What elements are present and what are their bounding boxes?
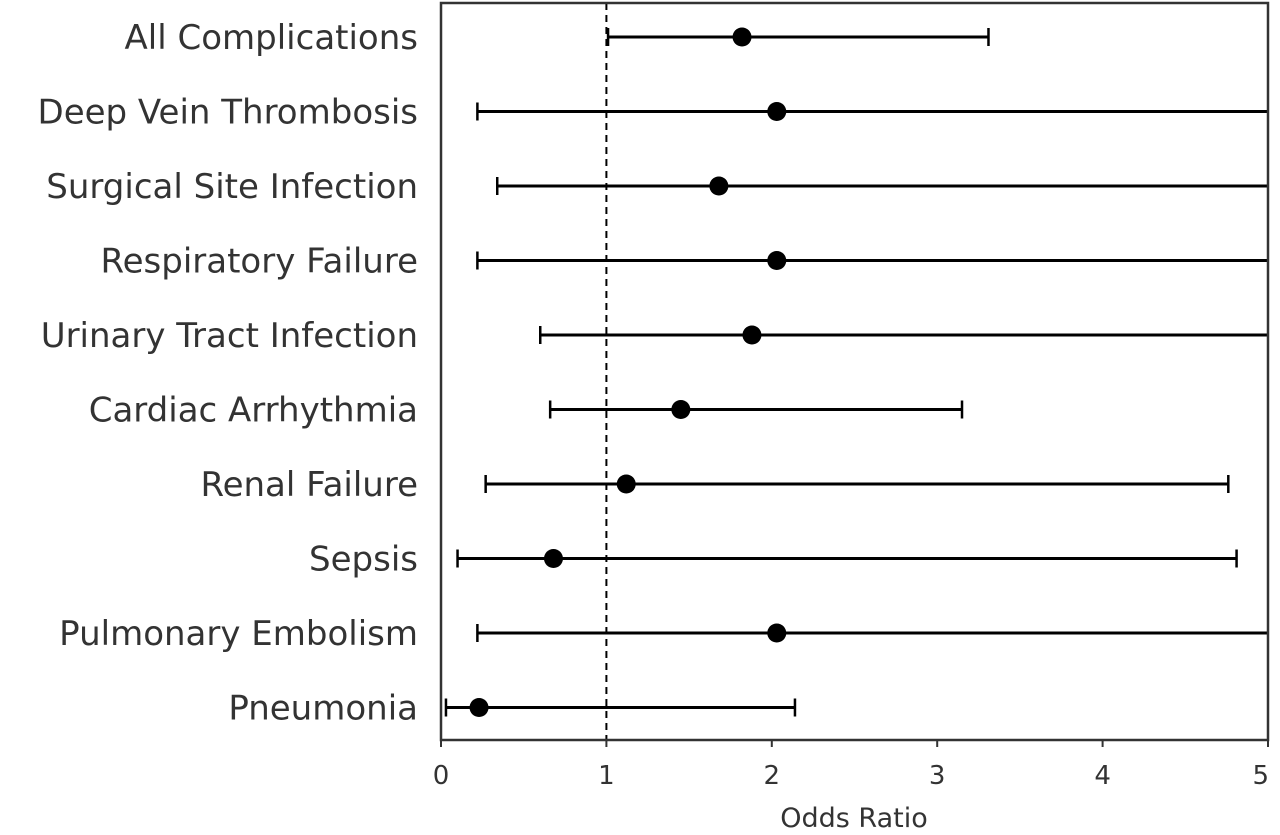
category-label: Urinary Tract Infection xyxy=(41,316,418,356)
x-axis-title: Odds Ratio xyxy=(780,803,928,831)
ci-layer xyxy=(444,28,1268,717)
category-label: Surgical Site Infection xyxy=(46,167,418,207)
odds-ratio-point xyxy=(767,623,787,643)
odds-ratio-point xyxy=(742,325,762,345)
x-tick-label: 1 xyxy=(598,761,615,791)
odds-ratio-point xyxy=(732,27,752,47)
category-label: Pneumonia xyxy=(228,689,418,729)
odds-ratio-point xyxy=(767,251,787,270)
x-tick-label: 3 xyxy=(929,761,946,791)
odds-ratio-point xyxy=(709,176,729,196)
odds-ratio-point xyxy=(469,698,489,717)
plot-frame xyxy=(439,1,1270,742)
plot-frame-layer xyxy=(439,1,1270,742)
category-label: Pulmonary Embolism xyxy=(59,614,418,654)
points-layer xyxy=(469,27,787,717)
x-tick-label: 0 xyxy=(433,761,450,791)
category-labels-layer: All Complications Deep Vein Thrombosis Sur… xyxy=(38,18,418,729)
x-tick-label: 2 xyxy=(764,761,781,791)
odds-ratio-point xyxy=(767,102,787,121)
category-label: Deep Vein Thrombosis xyxy=(38,93,418,133)
odds-ratio-point xyxy=(616,474,636,494)
category-label: Sepsis xyxy=(309,540,418,580)
odds-ratio-point xyxy=(671,400,691,419)
x-tick-label: 5 xyxy=(1252,761,1269,791)
odds-ratio-point xyxy=(543,549,563,568)
category-label: All Complications xyxy=(125,18,418,58)
x-ticks-layer: 0 1 2 3 4 5 xyxy=(433,740,1269,791)
category-label: Renal Failure xyxy=(200,465,418,505)
category-label: Respiratory Failure xyxy=(101,242,418,282)
category-label: Cardiac Arrhythmia xyxy=(89,391,418,431)
x-tick-label: 4 xyxy=(1094,761,1111,791)
